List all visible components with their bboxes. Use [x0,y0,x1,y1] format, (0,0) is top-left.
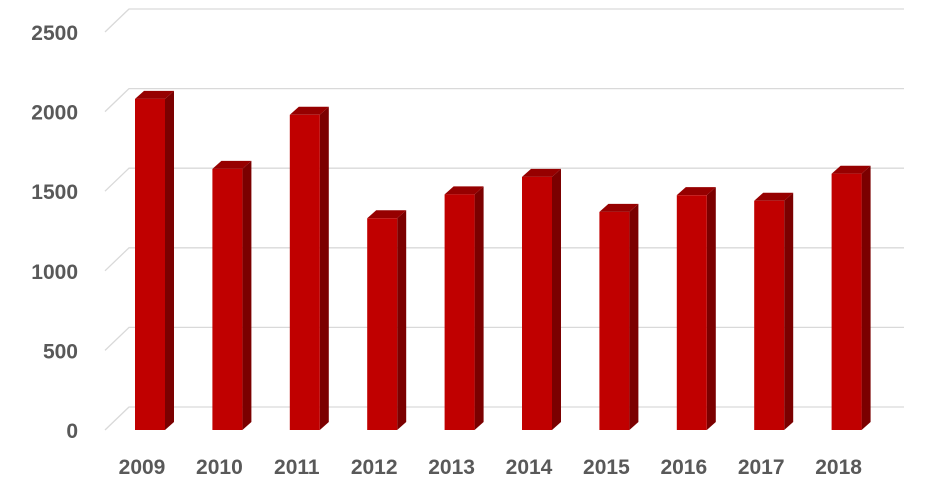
x-tick-label: 2011 [274,456,320,479]
bar-top-face [367,210,407,219]
x-tick-label: 2010 [196,456,243,479]
bar-top-face [599,203,639,212]
bar [135,90,174,430]
bar-front-face [289,114,320,430]
gridline [104,167,904,192]
bar-top-face [522,168,561,177]
x-tick-label: 2016 [660,456,707,479]
bar [522,168,561,430]
x-tick-label: 2013 [428,456,475,479]
y-tick-label: 500 [43,340,78,363]
y-tick-label: 0 [66,420,78,443]
x-tick-label: 2017 [738,456,785,479]
bar-top-face [831,165,871,174]
bar-front-face [135,98,165,430]
bar-side-face [552,168,561,430]
bar-front-face [444,194,475,430]
bar-side-face [165,90,174,430]
bar [831,165,871,431]
y-tick-label: 1500 [31,181,78,204]
bar-front-face [754,200,785,430]
x-axis: 2009 2010 2011 2012 2013 2014 2015 2016 2017 2018 [119,456,863,479]
bar [754,192,794,430]
x-tick-label: 2014 [506,456,553,479]
gridline [104,247,904,272]
bar [367,210,407,430]
bar-front-face [212,168,243,431]
y-tick-label: 2000 [31,102,78,125]
bar [676,187,716,430]
gridlines [104,8,904,431]
bar-side-face [319,106,329,430]
x-tick-label: 2009 [119,456,166,479]
bar-top-face [444,186,484,195]
bar-top-face [289,106,329,115]
bar-side-face [861,165,871,431]
bar-top-face [212,160,252,169]
bar-side-face [706,187,716,430]
gridline [104,326,904,351]
bar-front-face [599,211,630,430]
y-axis: 0 500 1000 1500 2000 2500 [31,22,78,443]
bar [289,106,329,430]
bar-side-face [474,186,484,430]
bar-front-face [831,173,862,431]
gridline [104,87,904,113]
bar [599,203,639,430]
x-tick-label: 2015 [583,456,630,479]
bar-front-face [522,176,552,430]
bar-top-face [135,90,174,99]
bar-side-face [242,160,252,431]
x-tick-label: 2018 [815,456,862,479]
bar-side-face [784,192,794,430]
bar [212,160,252,431]
bar-side-face [629,203,639,430]
y-tick-label: 1000 [31,261,78,284]
bars [135,90,871,431]
gridline [104,8,904,33]
x-tick-label: 2012 [351,456,398,479]
gridline [104,406,904,431]
bar-top-face [754,192,794,201]
y-tick-label: 2500 [31,22,78,45]
bar-front-face [367,218,398,430]
bar-side-face [397,210,407,430]
bar [444,186,484,430]
bar-top-face [676,187,716,196]
bar-front-face [676,195,707,430]
